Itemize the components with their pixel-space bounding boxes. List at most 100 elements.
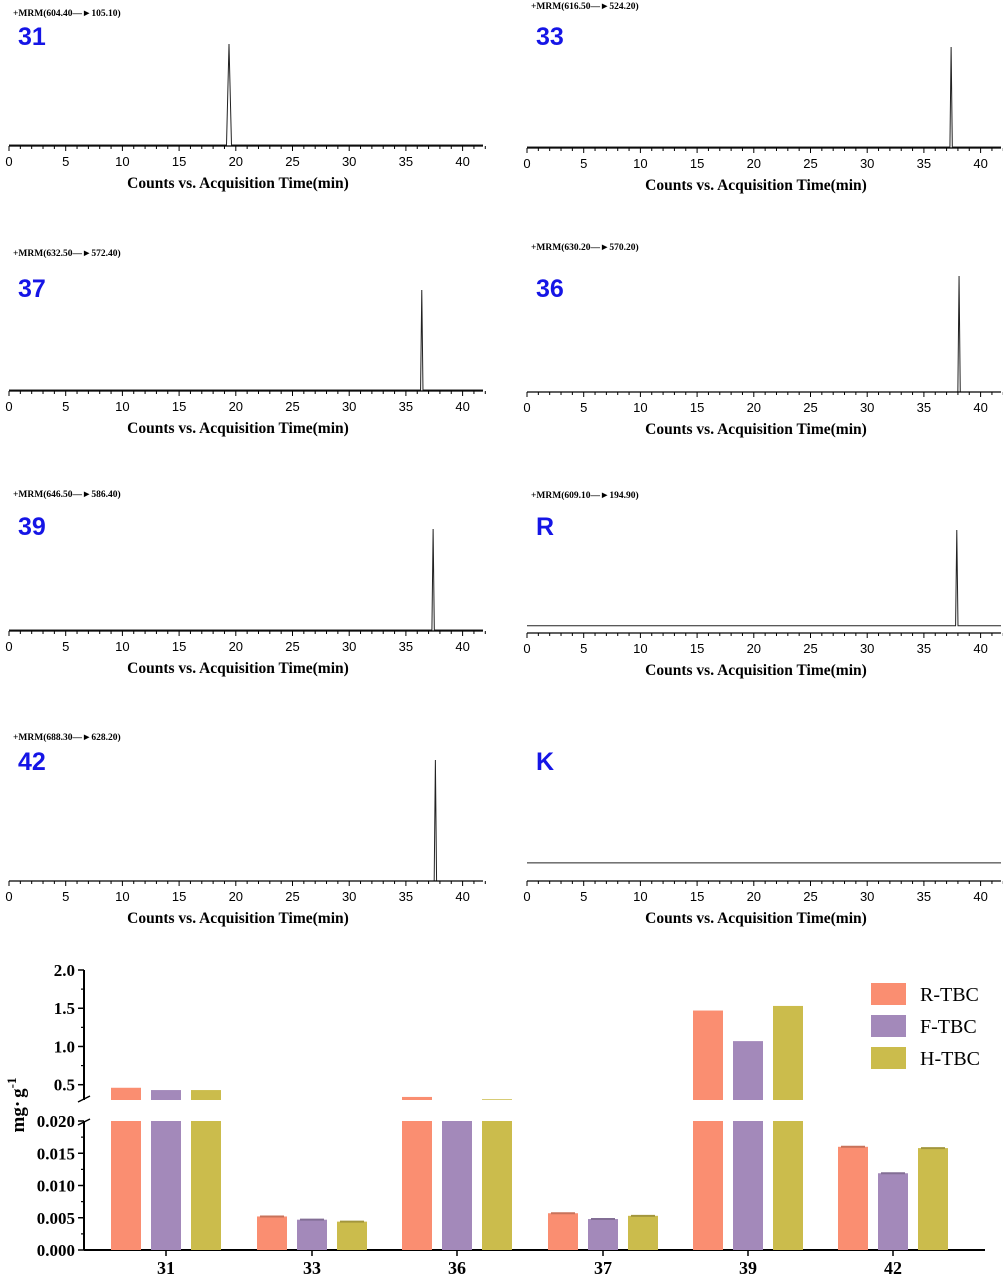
bar-f-tbc-39-upper [733, 1041, 763, 1100]
mrm-transition-label: +MRM(609.10—►194.90) [531, 490, 639, 501]
x-tick-label: 5 [580, 156, 587, 171]
legend-label: H-TBC [920, 1048, 980, 1070]
mrm-transition-label: +MRM(632.50—►572.40) [13, 248, 121, 259]
bar-f-tbc-31-lower [151, 1121, 181, 1250]
bar-r-tbc-42 [838, 1146, 868, 1250]
panel-label: R [536, 513, 554, 541]
mrm-transition-label: +MRM(616.50—►524.20) [531, 1, 639, 12]
chromatogram-panel-31: +MRM(604.40—►105.10) 31 0 5 10 15 20 25 30 35 40 Co… [5, 8, 486, 192]
chromatogram-panel-36: +MRM(630.20—►570.20) 36 0 5 10 15 20 25 30 35 40 Co… [523, 242, 1003, 438]
x-axis-title: Counts vs. Acquisition Time(min) [645, 177, 867, 194]
x-tick-label: 10 [633, 400, 647, 415]
x-tick-label: 35 [917, 641, 931, 656]
chromatogram-panel-37: +MRM(632.50—►572.40) 37 0 5 10 15 20 25 30 35 40 Co… [5, 248, 486, 437]
x-tick-label: 10 [633, 156, 647, 171]
y-tick-label: 0.015 [37, 1144, 75, 1163]
chromatogram-trace [9, 528, 483, 631]
x-tick-label: 10 [633, 889, 647, 904]
y-title-dot: · [8, 1101, 29, 1107]
x-tick-label: 40 [455, 399, 469, 414]
bar-h-tbc-36-upper [482, 1099, 512, 1100]
x-tick-label: 20 [229, 154, 243, 169]
chromatogram-panel-39: +MRM(646.50—►586.40) 39 0 5 10 15 20 25 30 35 40 Co… [5, 489, 486, 677]
x-tick-label: 35 [399, 889, 413, 904]
x-tick-label: 25 [285, 399, 299, 414]
bar-f-tbc-31-upper [151, 1090, 181, 1100]
x-tick-label: 5 [62, 154, 69, 169]
legend: R-TBC F-TBC H-TBC [871, 983, 980, 1070]
x-tick-label: 25 [285, 639, 299, 654]
x-tick-label: 35 [917, 156, 931, 171]
x-tick-label: 30 [342, 639, 356, 654]
x-tick-label: 15 [690, 156, 704, 171]
x-tick-label: 0 [523, 641, 530, 656]
bar-h-tbc-39-lower [773, 1121, 803, 1250]
axis-break-mark [77, 1095, 91, 1103]
panel-label: K [536, 748, 554, 776]
y-tick-label: 1.0 [54, 1037, 75, 1056]
bar-f-tbc-37 [588, 1219, 618, 1250]
y-title-unit: g [8, 1088, 29, 1098]
x-tick-label: 5 [580, 889, 587, 904]
x-tick-label: 30 [860, 889, 874, 904]
y-axis-title: mg· g-1 [4, 1077, 29, 1132]
legend-label: R-TBC [920, 984, 979, 1006]
x-tick-label: 35 [917, 400, 931, 415]
x-axis-title: Counts vs. Acquisition Time(min) [127, 660, 349, 677]
x-tick-label: 0 [5, 889, 12, 904]
x-tick-label: 33 [303, 1258, 321, 1278]
x-tick-label: 36 [448, 1258, 466, 1278]
legend-swatch-f-tbc [871, 1015, 906, 1037]
y-tick-label: 1.5 [54, 999, 75, 1018]
y-tick-label: 0.010 [37, 1177, 75, 1196]
x-tick-label: 10 [115, 889, 129, 904]
mrm-transition-label: +MRM(688.30—►628.20) [13, 732, 121, 743]
bar-f-tbc-36-lower [442, 1121, 472, 1250]
x-tick-label: 10 [115, 639, 129, 654]
x-tick-label: 20 [747, 156, 761, 171]
x-tick-label: 0 [523, 400, 530, 415]
x-tick-label: 5 [62, 399, 69, 414]
x-tick-label: 42 [884, 1258, 902, 1278]
bar-f-tbc-33 [297, 1219, 327, 1250]
x-tick-label: 31 [157, 1258, 175, 1278]
x-tick-label: 30 [860, 156, 874, 171]
x-tick-label: 5 [62, 889, 69, 904]
x-tick-label: 39 [739, 1258, 757, 1278]
bar-h-tbc-33 [337, 1221, 367, 1250]
x-tick-label: 20 [229, 639, 243, 654]
bar-h-tbc-31-lower [191, 1121, 221, 1250]
y-tick-label: 0.000 [37, 1241, 75, 1260]
panel-label: 36 [536, 275, 564, 303]
x-tick-label: 40 [973, 156, 987, 171]
x-tick-label: 5 [580, 400, 587, 415]
x-tick-label: 20 [747, 641, 761, 656]
x-tick-label: 25 [285, 889, 299, 904]
panel-label: 31 [18, 23, 46, 51]
bar-h-tbc-36-lower [482, 1121, 512, 1250]
chromatogram-trace [9, 43, 483, 146]
chromatogram-panel-42: +MRM(688.30—►628.20) 42 0 5 10 15 20 25 30 35 40 Co… [5, 732, 486, 927]
y-title-main: mg [8, 1107, 29, 1133]
bar-r-tbc-37 [548, 1213, 578, 1250]
x-tick-label: 40 [973, 641, 987, 656]
chromatogram-trace [9, 289, 483, 391]
x-tick-label: 15 [172, 639, 186, 654]
x-tick-label: 10 [115, 399, 129, 414]
panel-label: 42 [18, 748, 46, 776]
chromatogram-trace [9, 759, 483, 882]
mrm-transition-label: +MRM(604.40—►105.10) [13, 8, 121, 19]
x-tick-label: 25 [803, 400, 817, 415]
x-tick-label: 15 [690, 889, 704, 904]
x-tick-label: 25 [285, 154, 299, 169]
x-tick-label: 30 [860, 641, 874, 656]
bar-h-tbc-39-upper [773, 1005, 803, 1100]
chromatogram-panel-r: +MRM(609.10—►194.90) R 0 5 10 15 20 25 30 35 40 Cou… [523, 490, 1003, 679]
x-tick-label: 35 [399, 399, 413, 414]
x-tick-label: 15 [172, 154, 186, 169]
x-tick-label: 40 [455, 154, 469, 169]
panel-label: 33 [536, 23, 564, 51]
legend-label: F-TBC [920, 1016, 977, 1038]
x-tick-label: 20 [229, 889, 243, 904]
mrm-transition-label: +MRM(646.50—►586.40) [13, 489, 121, 500]
